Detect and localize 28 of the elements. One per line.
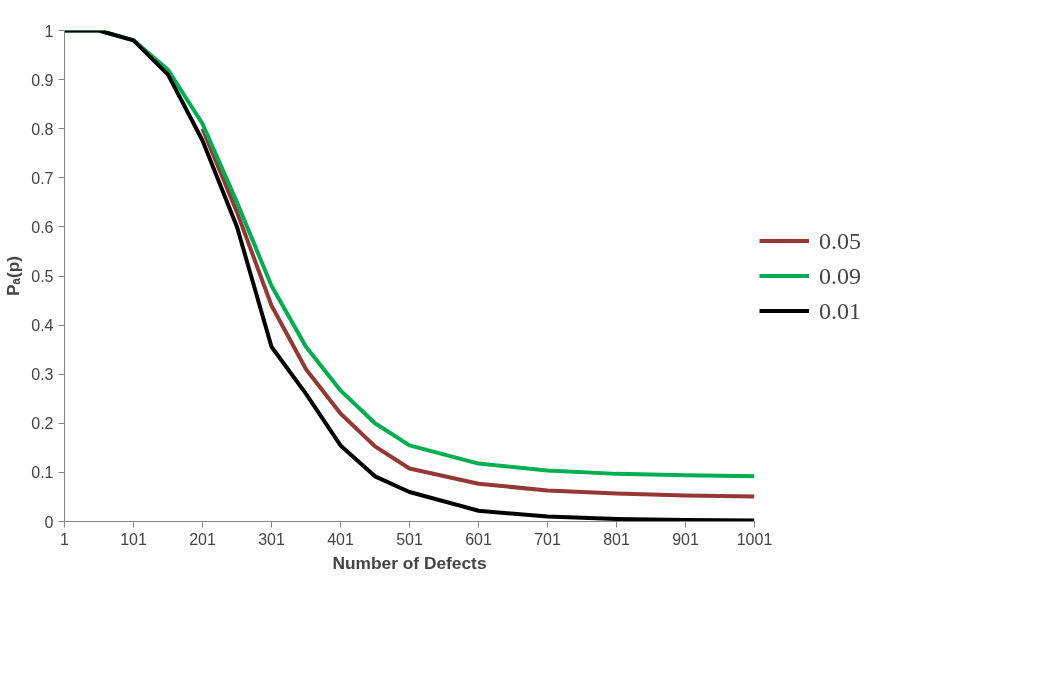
- y-tick-label: 0.2: [31, 415, 54, 433]
- x-tick-label: 301: [258, 530, 285, 548]
- y-tick-label: 0: [44, 513, 54, 531]
- x-tick-label: 1001: [736, 530, 773, 548]
- y-tick-label: 0.7: [31, 169, 54, 187]
- y-axis-title: Pₐ(p): [3, 255, 24, 297]
- x-tick-label: 401: [327, 530, 354, 548]
- x-tick-label: 701: [534, 530, 561, 548]
- x-tick-label: 501: [396, 530, 423, 548]
- line-series: [200, 126, 755, 499]
- legend-label: 0.05: [819, 227, 861, 254]
- legend-label: 0.01: [819, 297, 861, 324]
- y-tick-label: 0.6: [31, 218, 54, 236]
- y-tick-label: 0.9: [31, 71, 54, 89]
- x-tick-label: 601: [465, 530, 492, 548]
- x-tick-label: 201: [189, 530, 216, 548]
- x-tick-label: 901: [672, 530, 699, 548]
- x-tick-label: 1: [60, 530, 70, 548]
- y-tick-label: 1: [44, 22, 54, 40]
- x-tick-label: 801: [603, 530, 630, 548]
- x-tick-label: 101: [120, 530, 147, 548]
- y-tick-label: 0.3: [31, 366, 54, 384]
- x-axis-title: Number of Defects: [332, 552, 487, 573]
- legend-label: 0.09: [819, 262, 861, 289]
- y-tick-label: 0.8: [31, 120, 54, 138]
- y-tick-label: 0.4: [31, 317, 54, 335]
- y-tick-label: 0.1: [31, 464, 54, 482]
- y-tick-label: 0.5: [31, 268, 54, 285]
